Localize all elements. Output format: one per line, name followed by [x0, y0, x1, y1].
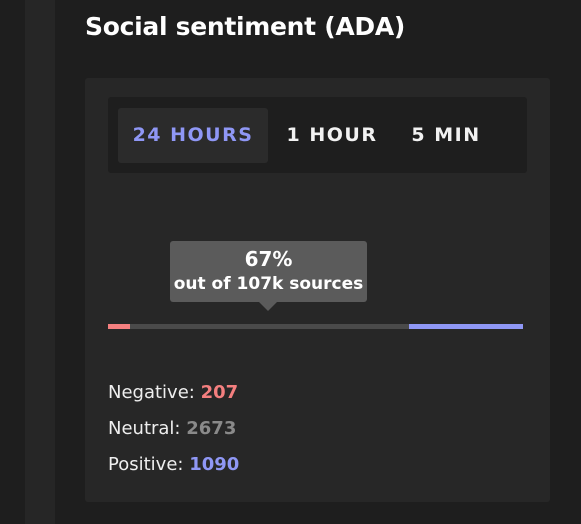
bar-segment: [129, 324, 410, 329]
bar-segment: [409, 324, 523, 329]
sentiment-bar: [108, 324, 523, 329]
breakdown-count: 2673: [186, 418, 237, 439]
breakdown-label: Negative:: [108, 382, 195, 403]
sidebar-strip: [25, 0, 55, 524]
tab[interactable]: 5 MIN: [411, 124, 481, 146]
tab[interactable]: 1 HOUR: [286, 124, 378, 146]
title: Social sentiment (ADA): [85, 12, 406, 41]
tab-bar: 24 HOURS 1 HOUR 5 MIN: [108, 97, 527, 173]
breakdown-row: Negative: 207: [108, 382, 238, 403]
tooltip-caption: out of 107k sources: [173, 274, 364, 294]
breakdown-label: Positive:: [108, 454, 184, 475]
tooltip-arrow: [259, 302, 277, 311]
breakdown-row: Neutral: 2673: [108, 418, 236, 439]
tooltip-percent: 67%: [244, 247, 293, 271]
tab[interactable]: 24 HOURS: [118, 108, 268, 163]
card: 24 HOURS 1 HOUR 5 MIN 67% out of 107k sour…: [85, 78, 550, 502]
bar-segment: [108, 324, 130, 329]
breakdown-label: Neutral:: [108, 418, 181, 439]
breakdown-count: 207: [200, 382, 239, 403]
breakdown-count: 1090: [189, 454, 240, 475]
breakdown-row: Positive: 1090: [108, 454, 239, 475]
tooltip: 67% out of 107k sources: [170, 241, 367, 311]
